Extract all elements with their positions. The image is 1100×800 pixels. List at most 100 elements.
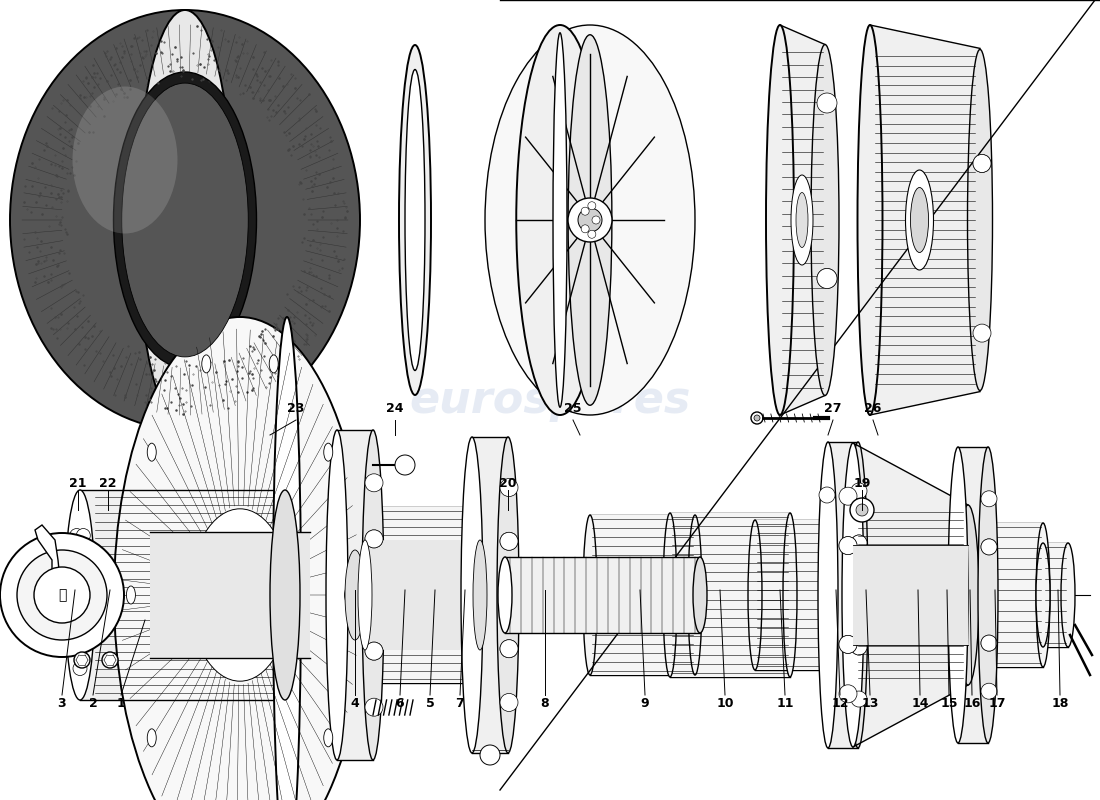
Ellipse shape [978,447,998,743]
Ellipse shape [783,513,798,677]
Circle shape [365,530,383,548]
Circle shape [817,269,837,289]
Polygon shape [365,540,480,650]
Ellipse shape [842,443,864,747]
Polygon shape [590,515,695,675]
Circle shape [981,635,997,651]
Ellipse shape [405,70,425,370]
Text: 26: 26 [865,402,882,415]
Text: eurospares: eurospares [409,378,691,422]
Ellipse shape [473,540,487,650]
Text: 19: 19 [854,477,871,490]
Ellipse shape [848,442,868,748]
Circle shape [395,455,415,475]
Ellipse shape [766,25,794,415]
Circle shape [850,498,875,522]
Text: 16: 16 [964,697,981,710]
Ellipse shape [136,10,233,430]
Ellipse shape [323,443,333,461]
Polygon shape [828,442,858,748]
Ellipse shape [358,507,372,683]
Ellipse shape [748,520,762,670]
Text: 3: 3 [57,697,66,710]
Ellipse shape [858,25,882,415]
Text: 9: 9 [640,697,649,710]
Circle shape [974,154,991,173]
Ellipse shape [583,515,597,675]
Ellipse shape [978,523,992,667]
Circle shape [500,640,518,658]
Text: 12: 12 [832,697,849,710]
Circle shape [568,198,612,242]
Text: 25: 25 [564,402,582,415]
Circle shape [365,642,383,660]
Ellipse shape [473,507,487,683]
Ellipse shape [516,25,604,415]
Text: 1: 1 [117,697,125,710]
Circle shape [365,642,383,660]
Circle shape [754,415,760,421]
Ellipse shape [126,586,135,604]
Ellipse shape [905,170,934,270]
Ellipse shape [344,586,353,604]
Ellipse shape [122,83,249,357]
Circle shape [856,504,868,516]
Circle shape [851,691,867,707]
Text: 20: 20 [499,477,517,490]
Circle shape [581,207,590,215]
Ellipse shape [811,45,839,395]
Circle shape [851,639,867,655]
Circle shape [68,610,81,625]
Ellipse shape [326,430,348,760]
Ellipse shape [485,25,695,415]
Circle shape [851,535,867,551]
Ellipse shape [663,513,676,677]
Text: 27: 27 [824,402,842,415]
Polygon shape [870,25,980,415]
Polygon shape [472,437,508,753]
Circle shape [839,487,857,506]
Circle shape [69,529,84,542]
Polygon shape [337,430,373,760]
Circle shape [74,652,90,668]
Circle shape [981,683,997,699]
Ellipse shape [399,45,431,395]
Ellipse shape [65,490,95,700]
Text: 18: 18 [1052,697,1069,710]
Ellipse shape [1062,543,1075,647]
Circle shape [851,639,867,655]
Polygon shape [80,490,285,700]
Text: 23: 23 [287,402,305,415]
Polygon shape [150,532,310,658]
Ellipse shape [693,557,707,633]
Ellipse shape [948,447,968,743]
Text: 15: 15 [940,697,958,710]
Polygon shape [670,513,790,677]
Polygon shape [958,447,988,743]
Ellipse shape [362,430,384,760]
Circle shape [981,539,997,555]
Ellipse shape [1036,543,1050,647]
Text: 22: 22 [99,477,117,490]
Ellipse shape [568,34,612,406]
Circle shape [839,537,857,554]
Ellipse shape [345,550,365,640]
Circle shape [581,225,590,233]
Text: 4: 4 [351,697,360,710]
Ellipse shape [113,72,256,368]
Polygon shape [852,545,968,645]
Circle shape [500,478,518,497]
Text: 10: 10 [716,697,734,710]
Circle shape [839,685,857,702]
Text: 24: 24 [386,402,404,415]
Circle shape [592,216,600,224]
Ellipse shape [201,355,211,373]
Circle shape [851,483,867,499]
Circle shape [102,652,118,668]
Circle shape [500,532,518,550]
Circle shape [78,610,92,625]
Circle shape [839,635,857,654]
Text: 🐎: 🐎 [58,588,66,602]
Circle shape [751,412,763,424]
Circle shape [365,474,383,492]
